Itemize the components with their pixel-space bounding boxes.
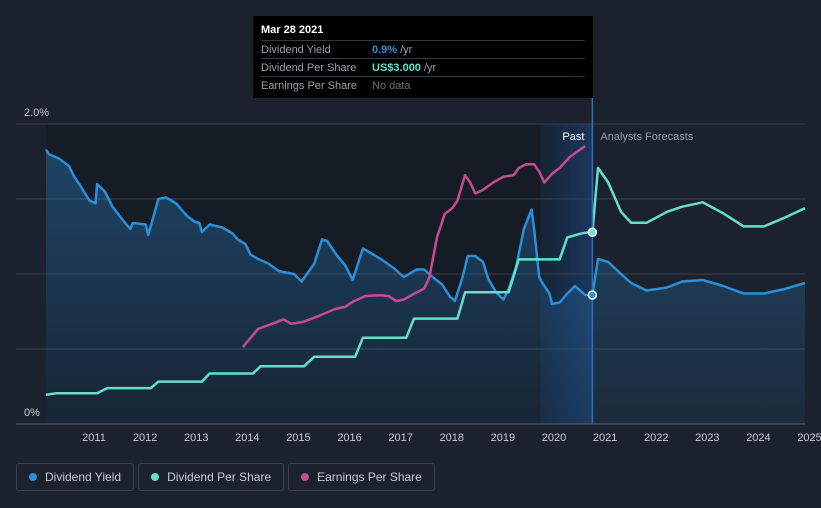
x-tick-label: 2015	[286, 432, 310, 444]
dividend-yield-line	[44, 148, 593, 306]
x-tick-label: 2019	[491, 432, 515, 444]
hover-marker	[587, 227, 598, 238]
legend-label: Dividend Yield	[45, 470, 122, 484]
x-tick-label: 2011	[82, 432, 106, 444]
legend-item-earnings-per-share[interactable]: Earnings Per Share	[288, 463, 435, 491]
tooltip-row-dividend-per-share: Dividend Per Share US$3.000 /yr	[261, 58, 585, 76]
forecast-label: Analysts Forecasts	[600, 131, 693, 143]
tooltip-label: Dividend Per Share	[261, 61, 357, 74]
y-tick-label: 0%	[24, 407, 40, 419]
legend-label: Earnings Per Share	[317, 470, 422, 484]
legend-item-dividend-per-share[interactable]: Dividend Per Share	[138, 463, 285, 491]
x-tick-label: 2024	[746, 432, 770, 444]
legend-label: Dividend Per Share	[167, 470, 272, 484]
tooltip-unit: /yr	[423, 61, 437, 74]
legend-dot-icon	[151, 473, 160, 481]
tooltip-label: Dividend Yield	[261, 43, 331, 56]
tooltip-value: US$3.000	[372, 61, 421, 74]
x-tick-label: 2020	[542, 432, 566, 444]
x-tick-label: 2013	[184, 432, 208, 444]
data-tooltip: Mar 28 2021 Dividend Yield 0.9% /yr Divi…	[253, 16, 593, 98]
x-tick-label: 2022	[644, 432, 668, 444]
tooltip-nodata: No data	[372, 79, 411, 92]
x-tick-label: 2018	[440, 432, 464, 444]
tooltip-unit: /yr	[400, 43, 413, 56]
legend-dot-icon	[301, 473, 310, 481]
dividend-per-share-line	[45, 231, 593, 396]
legend-dot-icon	[29, 473, 37, 481]
earnings-per-share-line	[241, 144, 586, 349]
x-tick-label: 2023	[695, 432, 719, 444]
past-label: Past	[562, 131, 584, 143]
tooltip-row-earnings-per-share: Earnings Per Share No data	[261, 76, 585, 94]
x-tick-label: 2021	[593, 432, 617, 444]
tooltip-date: Mar 28 2021	[261, 24, 324, 36]
dividend-per-share-forecast-line	[591, 166, 806, 233]
dividend-yield-forecast-line	[591, 257, 806, 296]
legend-item-dividend-yield[interactable]: Dividend Yield	[16, 463, 135, 491]
x-tick-label: 2025	[797, 432, 821, 444]
x-tick-label: 2016	[337, 432, 361, 444]
x-tick-label: 2012	[133, 432, 157, 444]
legend: Dividend Yield Dividend Per Share Earnin…	[16, 463, 435, 491]
tooltip-value: 0.9%	[372, 43, 398, 56]
x-tick-label: 2014	[235, 432, 259, 444]
y-tick-label: 2.0%	[24, 107, 49, 119]
x-tick-label: 2017	[388, 432, 412, 444]
tooltip-row-dividend-yield: Dividend Yield 0.9% /yr	[261, 40, 585, 58]
tooltip-label: Earnings Per Share	[261, 79, 357, 92]
hover-marker	[587, 290, 598, 300]
